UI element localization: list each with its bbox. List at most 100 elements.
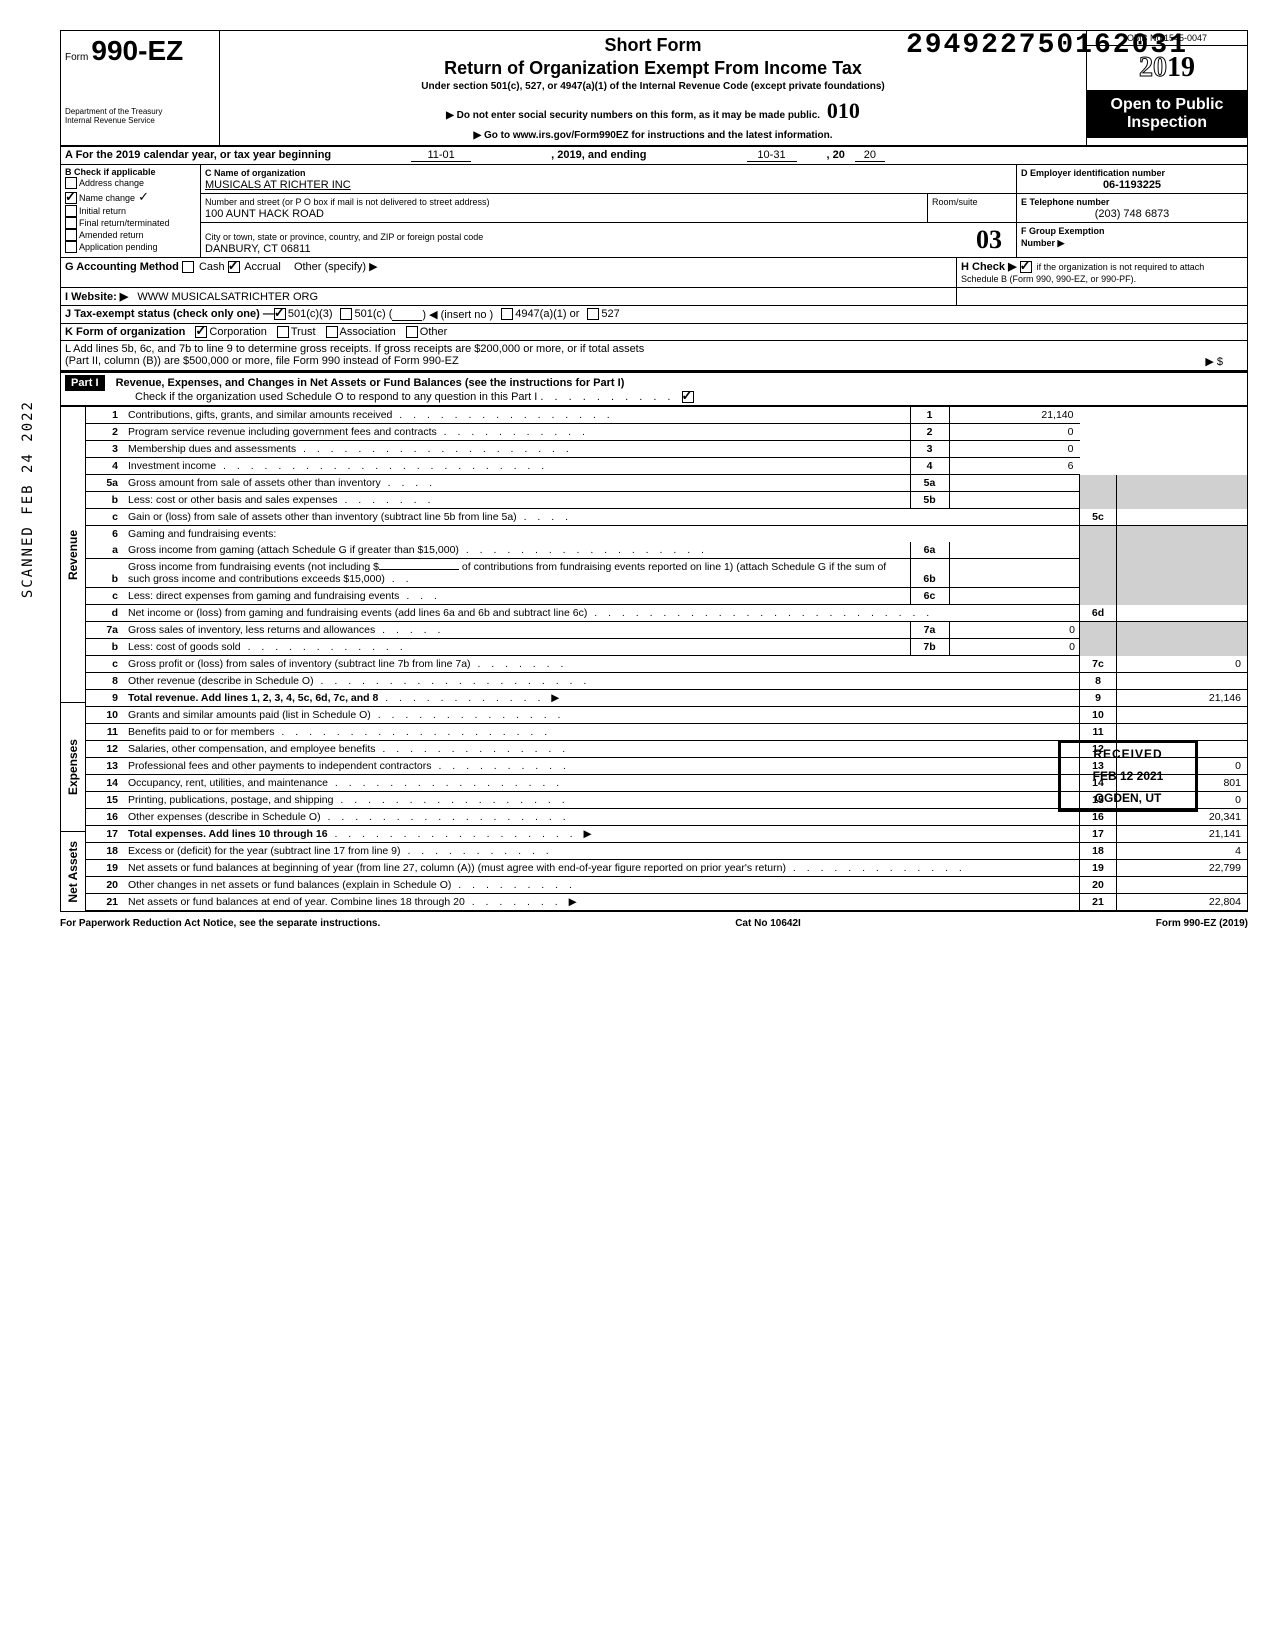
- line-19: 19Net assets or fund balances at beginni…: [86, 860, 1247, 877]
- scanned-margin-stamp: SCANNED FEB 24 2022: [20, 400, 36, 598]
- line-4: 4Investment income . . . . . . . . . . .…: [86, 458, 1247, 475]
- line-6a: aGross income from gaming (attach Schedu…: [86, 542, 1247, 559]
- org-city[interactable]: DANBURY, CT 06811: [205, 243, 311, 255]
- line-17: 17Total expenses. Add lines 10 through 1…: [86, 826, 1247, 843]
- box-e-label: E Telephone number: [1021, 197, 1109, 207]
- line-10: 10Grants and similar amounts paid (list …: [86, 707, 1247, 724]
- tax-year-begin[interactable]: 11-01: [411, 149, 471, 162]
- chk-association[interactable]: [326, 326, 338, 338]
- stamp-date: FEB 12 2021: [1058, 765, 1198, 787]
- opt-501c: 501(c) (: [354, 308, 392, 321]
- line-a-suffix: , 20: [827, 149, 845, 162]
- phone-value[interactable]: (203) 748 6873: [1021, 208, 1243, 220]
- netassets-side-label: Net Assets: [64, 833, 82, 911]
- line-7b: bLess: cost of goods sold . . . . . . . …: [86, 639, 1247, 656]
- box-b-header: B Check if applicable: [65, 167, 196, 177]
- line-l-text1: L Add lines 5b, 6c, and 7b to line 9 to …: [65, 343, 1243, 355]
- chk-name-change[interactable]: Name change ✓: [65, 189, 196, 205]
- chk-schedule-b[interactable]: [1020, 261, 1032, 273]
- footer-formref: Form 990-EZ (2019): [1156, 918, 1248, 929]
- stamp-location: OGDEN, UT: [1058, 787, 1198, 812]
- line-5c: cGain or (loss) from sale of assets othe…: [86, 509, 1247, 526]
- tax-year-end-yy[interactable]: 20: [855, 149, 885, 162]
- form-prefix: Form: [65, 52, 88, 63]
- line-6c: cLess: direct expenses from gaming and f…: [86, 588, 1247, 605]
- line-l-text2: (Part II, column (B)) are $500,000 or mo…: [65, 355, 459, 368]
- line-11: 11Benefits paid to or for members . . . …: [86, 724, 1247, 741]
- chk-name-change-label: Name change: [79, 193, 135, 203]
- chk-527[interactable]: [587, 308, 599, 320]
- chk-amended-return[interactable]: Amended return: [65, 229, 196, 241]
- opt-501c-insert: ) ◀ (insert no ): [422, 308, 493, 321]
- line-j: J Tax-exempt status (check only one) — 5…: [61, 306, 1247, 324]
- opt-assoc: Association: [340, 326, 396, 338]
- opt-501c3: 501(c)(3): [288, 308, 333, 321]
- chk-initial-return[interactable]: Initial return: [65, 205, 196, 217]
- handwritten-03: 03: [976, 225, 1002, 255]
- part-1-table: Revenue Expenses Net Assets 1Contributio…: [61, 406, 1247, 911]
- org-name[interactable]: MUSICALS AT RICHTER INC: [205, 179, 351, 191]
- line-21: 21Net assets or fund balances at end of …: [86, 894, 1247, 911]
- org-street[interactable]: 100 AUNT HACK ROAD: [205, 208, 324, 220]
- line-g-h: G Accounting Method Cash Accrual Other (…: [61, 258, 1247, 288]
- line-9: 9Total revenue. Add lines 1, 2, 3, 4, 5c…: [86, 690, 1247, 707]
- open-to-public: Open to Public Inspection: [1087, 90, 1247, 138]
- line-6: 6Gaming and fundraising events:: [86, 526, 1247, 543]
- lines-table: 1Contributions, gifts, grants, and simil…: [86, 407, 1247, 911]
- website-value[interactable]: WWW MUSICALSATRICHTER ORG: [137, 291, 318, 303]
- chk-amended-return-label: Amended return: [79, 230, 144, 240]
- chk-cash[interactable]: [182, 261, 194, 273]
- part-1-header-row: Part I Revenue, Expenses, and Changes in…: [61, 371, 1247, 406]
- line-5a: 5aGross amount from sale of assets other…: [86, 475, 1247, 492]
- line-1: 1Contributions, gifts, grants, and simil…: [86, 407, 1247, 424]
- footer-catno: Cat No 10642I: [735, 918, 801, 929]
- chk-4947[interactable]: [501, 308, 513, 320]
- expenses-side-label: Expenses: [64, 731, 82, 803]
- part-1-title: Revenue, Expenses, and Changes in Net As…: [116, 377, 625, 389]
- line-a: A For the 2019 calendar year, or tax yea…: [61, 147, 1247, 165]
- form-number-big: 990-EZ: [91, 35, 183, 66]
- ein-value[interactable]: 06-1193225: [1021, 179, 1243, 191]
- line-g-label: G Accounting Method: [65, 261, 179, 273]
- under-section: Under section 501(c), 527, or 4947(a)(1)…: [228, 81, 1078, 92]
- chk-address-change-label: Address change: [79, 178, 144, 188]
- chk-initial-return-label: Initial return: [79, 206, 126, 216]
- chk-final-return-label: Final return/terminated: [79, 218, 170, 228]
- ssn-notice: ▶ Do not enter social security numbers o…: [228, 98, 1078, 124]
- accrual-label: Accrual: [244, 261, 281, 273]
- line-6d: dNet income or (loss) from gaming and fu…: [86, 605, 1247, 622]
- chk-accrual[interactable]: [228, 261, 240, 273]
- return-title: Return of Organization Exempt From Incom…: [228, 58, 1078, 79]
- line-i: I Website: ▶ WWW MUSICALSATRICHTER ORG: [61, 288, 1247, 306]
- chk-trust[interactable]: [277, 326, 289, 338]
- page-footer: For Paperwork Reduction Act Notice, see …: [60, 918, 1248, 929]
- line-2: 2Program service revenue including gover…: [86, 424, 1247, 441]
- opt-4947: 4947(a)(1) or: [515, 308, 579, 321]
- chk-corporation[interactable]: [195, 326, 207, 338]
- identity-block: B Check if applicable Address change Nam…: [61, 165, 1247, 258]
- dots: . . . . . . . . . .: [540, 391, 681, 403]
- chk-address-change[interactable]: Address change: [65, 177, 196, 189]
- chk-other-org[interactable]: [406, 326, 418, 338]
- cash-label: Cash: [199, 261, 225, 273]
- addr-label: Number and street (or P O box if mail is…: [205, 197, 489, 207]
- line-6b: bGross income from fundraising events (n…: [86, 559, 1247, 588]
- line-h-label: H Check ▶: [961, 261, 1017, 273]
- chk-501c3[interactable]: [274, 308, 286, 320]
- part-1-label: Part I: [65, 375, 105, 391]
- dept-label: Department of the Treasury Internal Reve…: [65, 107, 215, 125]
- stamp-received: RECEIVED: [1058, 740, 1198, 765]
- form-number: Form 990-EZ: [65, 35, 215, 67]
- chk-schedule-o-part1[interactable]: [682, 391, 694, 403]
- line-20: 20Other changes in net assets or fund ba…: [86, 877, 1247, 894]
- footer-left: For Paperwork Reduction Act Notice, see …: [60, 918, 380, 929]
- chk-501c[interactable]: [340, 308, 352, 320]
- line-a-mid: , 2019, and ending: [551, 149, 646, 162]
- line-7c: cGross profit or (loss) from sales of in…: [86, 656, 1247, 673]
- box-c-label: C Name of organization: [205, 168, 306, 178]
- chk-application-pending[interactable]: Application pending: [65, 241, 196, 253]
- line-3: 3Membership dues and assessments . . . .…: [86, 441, 1247, 458]
- tax-year-end-month[interactable]: 10-31: [747, 149, 797, 162]
- chk-final-return[interactable]: Final return/terminated: [65, 217, 196, 229]
- line-i-label: I Website: ▶: [65, 291, 128, 303]
